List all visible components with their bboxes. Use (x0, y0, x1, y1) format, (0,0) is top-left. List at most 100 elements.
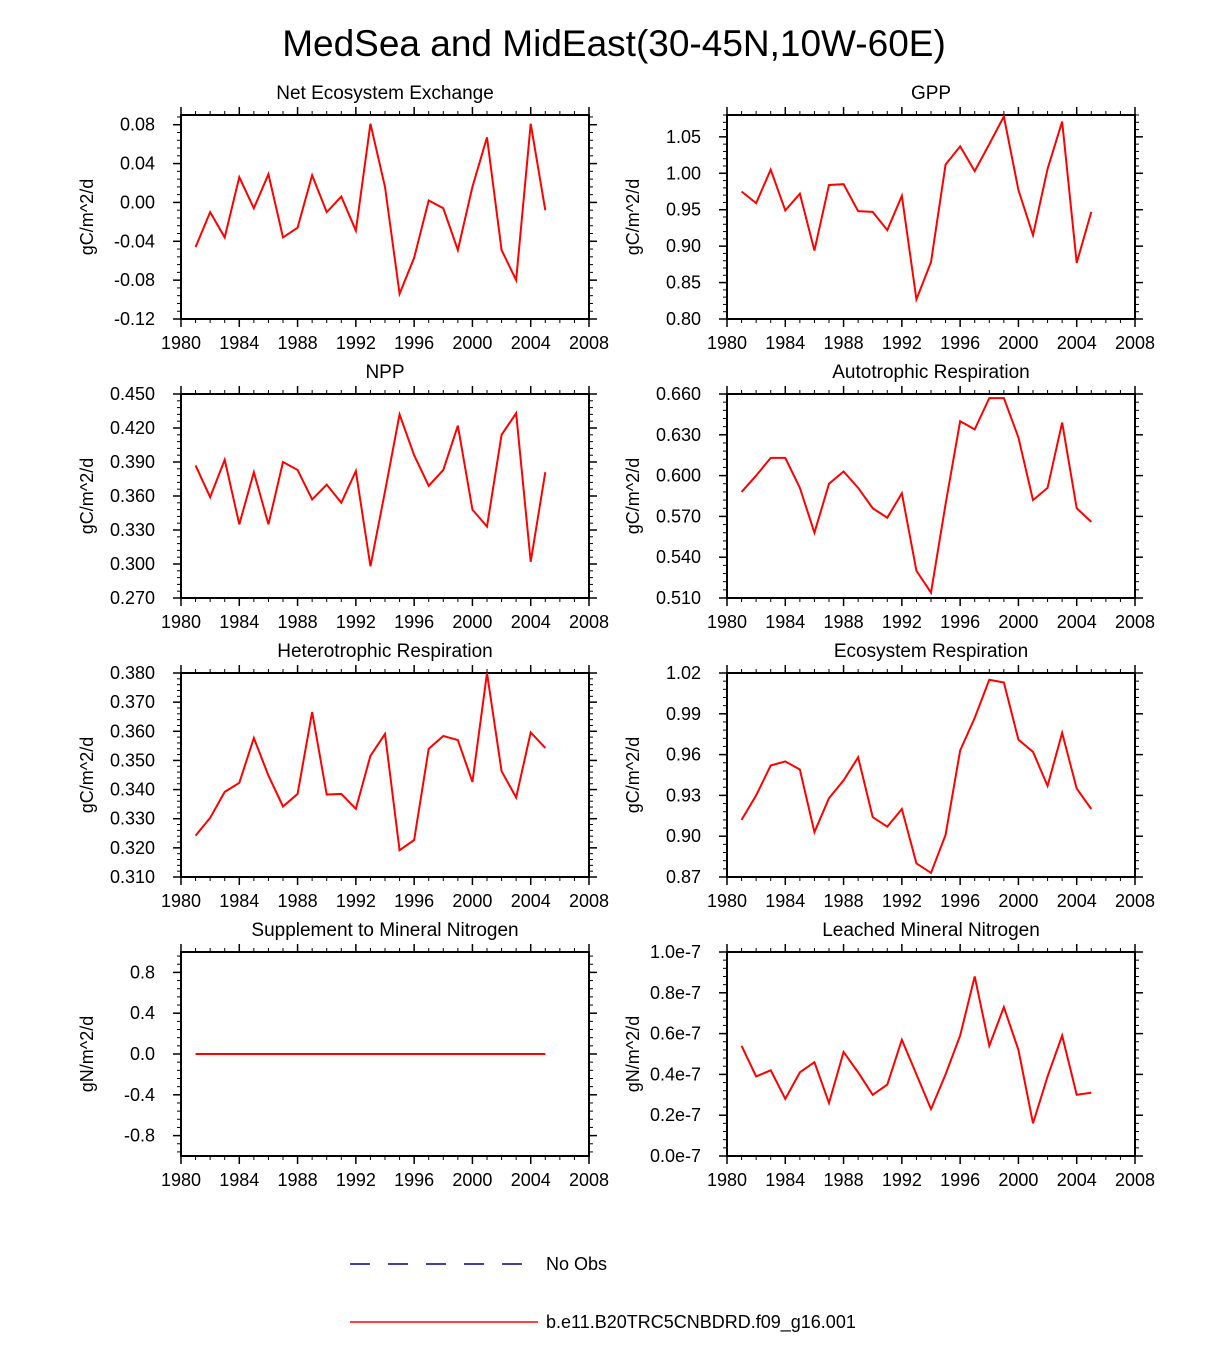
y-tick-label: 0.600 (656, 466, 701, 486)
x-tick-label: 1984 (765, 1170, 805, 1190)
x-tick-label: 1984 (219, 891, 259, 911)
x-tick-label: 1980 (707, 333, 747, 353)
y-tick-label: 0.0 (130, 1044, 155, 1064)
x-tick-label: 1988 (278, 333, 318, 353)
x-tick-label: 2008 (569, 891, 609, 911)
x-tick-label: 1988 (824, 891, 864, 911)
x-tick-label: 1992 (882, 333, 922, 353)
y-axis-label: gN/m^2/d (623, 1016, 643, 1092)
y-tick-label: 0.80 (666, 309, 701, 329)
y-tick-label: 0.370 (110, 692, 155, 712)
panel-2: GPP gC/m^2/d 1980 1984 1988 1992 1996 2000 2004 2… (623, 83, 1155, 353)
series-line (740, 678, 1093, 875)
x-tick-label: 2000 (452, 333, 492, 353)
y-axis-label: gN/m^2/d (77, 1016, 97, 1092)
y-tick-label: 0.90 (666, 236, 701, 256)
x-tick-label: 1984 (765, 333, 805, 353)
x-tick-label: 1996 (940, 891, 980, 911)
x-tick-label: 2000 (452, 891, 492, 911)
y-tick-label: 0.630 (656, 425, 701, 445)
panel-title: Supplement to Mineral Nitrogen (251, 920, 518, 941)
x-tick-label: 1980 (161, 612, 201, 632)
x-tick-label: 1984 (219, 1170, 259, 1190)
y-tick-label: 0.540 (656, 547, 701, 567)
x-tick-label: 1980 (161, 333, 201, 353)
y-axis-label: gC/m^2/d (77, 458, 97, 534)
y-axis-label: gC/m^2/d (623, 458, 643, 534)
y-tick-label: 0.330 (110, 809, 155, 829)
plot-frame (726, 114, 1136, 320)
x-tick-label: 1988 (824, 333, 864, 353)
x-tick-label: 1996 (394, 333, 434, 353)
x-tick-label: 2000 (452, 1170, 492, 1190)
y-tick-label: 1.02 (666, 663, 701, 683)
y-tick-label: 0.93 (666, 785, 701, 805)
x-tick-label: 1996 (940, 1170, 980, 1190)
panel-title: Heterotrophic Respiration (277, 641, 492, 662)
panel-7: Supplement to Mineral Nitrogen gN/m^2/d 19… (77, 920, 609, 1190)
x-tick-label: 1996 (940, 333, 980, 353)
x-tick-label: 1988 (824, 612, 864, 632)
y-tick-label: 0.450 (110, 384, 155, 404)
y-tick-label: 0.420 (110, 418, 155, 438)
y-tick-label: 0.8 (130, 962, 155, 982)
x-tick-label: 1992 (336, 1170, 376, 1190)
y-tick-label: 0.4e-7 (650, 1064, 701, 1084)
panel-title: Net Ecosystem Exchange (276, 83, 494, 104)
y-tick-label: 0.08 (120, 115, 155, 135)
x-tick-label: 2008 (569, 612, 609, 632)
x-tick-label: 2008 (569, 1170, 609, 1190)
y-tick-label: 0.87 (666, 867, 701, 887)
x-tick-label: 1980 (161, 1170, 201, 1190)
x-tick-label: 2008 (1115, 333, 1155, 353)
y-tick-label: 0.360 (110, 721, 155, 741)
y-tick-label: 0.4 (130, 1003, 155, 1023)
panels: Net Ecosystem Exchange gC/m^2/d 1980 1984 19… (77, 83, 1155, 1190)
x-tick-label: 2004 (511, 1170, 551, 1190)
y-tick-label: 0.90 (666, 826, 701, 846)
panel-title: Autotrophic Respiration (832, 362, 1030, 383)
plot-frame (180, 114, 590, 320)
x-tick-label: 1992 (336, 333, 376, 353)
y-tick-label: 0.350 (110, 750, 155, 770)
y-tick-label: 0.6e-7 (650, 1024, 701, 1044)
x-tick-label: 1992 (882, 891, 922, 911)
y-axis-label: gC/m^2/d (623, 179, 643, 255)
y-tick-label: 0.360 (110, 486, 155, 506)
x-tick-label: 2008 (569, 333, 609, 353)
panel-title: NPP (365, 362, 404, 383)
plot-frame (180, 951, 590, 1157)
y-tick-label: 0.99 (666, 704, 701, 724)
plot-frame (726, 393, 1136, 599)
x-tick-label: 2000 (998, 891, 1038, 911)
x-tick-label: 2004 (1057, 333, 1097, 353)
x-tick-label: 1984 (765, 891, 805, 911)
panel-4: Autotrophic Respiration gC/m^2/d 1980 1984 1… (623, 362, 1155, 632)
series-line (194, 123, 547, 298)
x-tick-label: 2004 (1057, 1170, 1097, 1190)
y-tick-label: 0.510 (656, 588, 701, 608)
x-tick-label: 2008 (1115, 1170, 1155, 1190)
x-tick-label: 1992 (336, 612, 376, 632)
y-tick-label: 0.300 (110, 554, 155, 574)
y-tick-label: -0.04 (114, 231, 155, 251)
y-tick-label: 0.660 (656, 384, 701, 404)
x-tick-label: 1988 (278, 891, 318, 911)
x-tick-label: 1996 (394, 612, 434, 632)
y-tick-label: 0.570 (656, 506, 701, 526)
y-tick-label: 0.330 (110, 520, 155, 540)
x-tick-label: 2004 (511, 891, 551, 911)
y-tick-label: 0.380 (110, 663, 155, 683)
x-tick-label: 2004 (1057, 891, 1097, 911)
panel-8: Leached Mineral Nitrogen gN/m^2/d 1980 1984… (623, 920, 1155, 1190)
panel-title: GPP (911, 83, 951, 104)
series-line (194, 672, 547, 852)
x-tick-label: 1992 (336, 891, 376, 911)
x-tick-label: 1988 (278, 612, 318, 632)
x-tick-label: 1996 (394, 891, 434, 911)
y-axis-label: gC/m^2/d (623, 737, 643, 813)
x-tick-label: 2000 (998, 1170, 1038, 1190)
y-tick-label: 1.05 (666, 127, 701, 147)
series-line (740, 113, 1093, 304)
y-tick-label: 0.2e-7 (650, 1105, 701, 1125)
